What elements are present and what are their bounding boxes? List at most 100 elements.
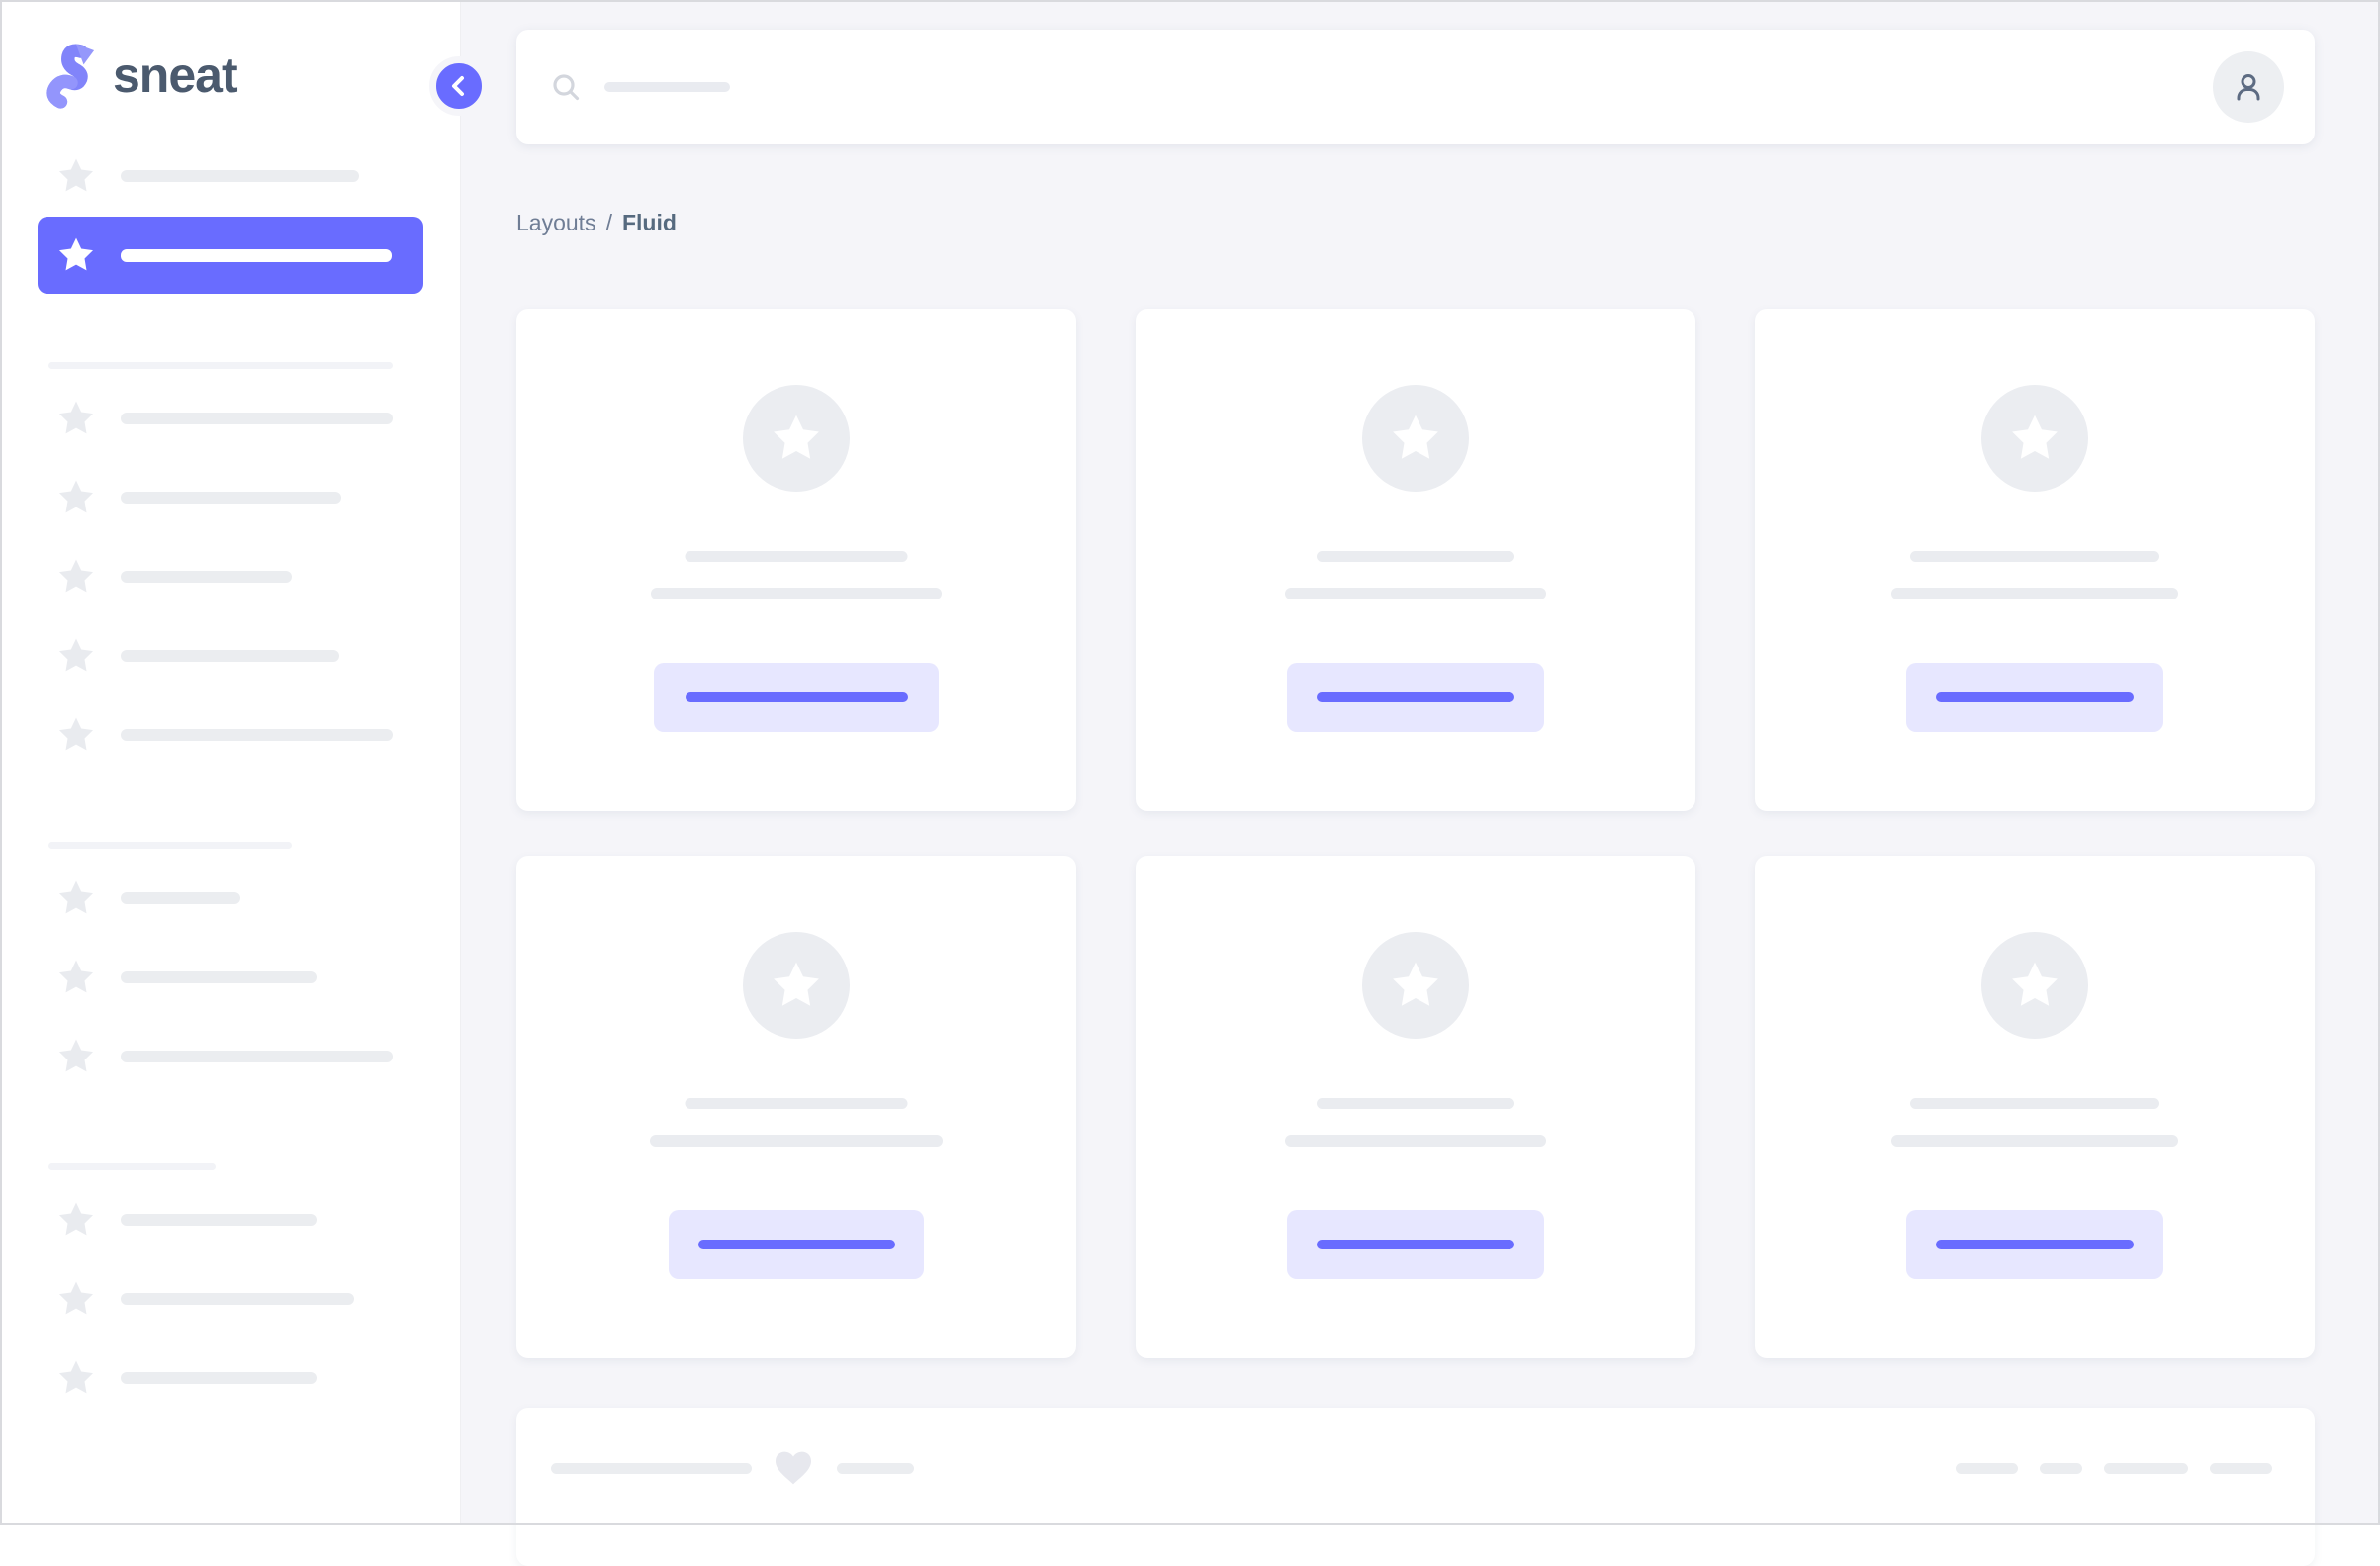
card-placeholder-line-2 [650, 1135, 943, 1147]
star-icon [59, 1039, 93, 1072]
sidebar-item-placeholder-bar [121, 1372, 317, 1384]
user-icon [2237, 74, 2260, 101]
card-button-placeholder-bar [697, 1240, 895, 1249]
breadcrumb: Layouts / Fluid [516, 208, 2315, 237]
sidebar-item[interactable] [0, 1017, 461, 1096]
card-button[interactable] [1906, 663, 2163, 732]
card-avatar [1981, 385, 2088, 492]
sidebar-section-divider [48, 362, 393, 369]
star-icon [2012, 415, 2058, 459]
sidebar-item-placeholder-bar [121, 1293, 354, 1305]
star-icon [59, 880, 93, 914]
star-icon [59, 158, 93, 192]
sidebar-item[interactable] [0, 458, 461, 537]
card-avatar [1362, 932, 1469, 1039]
card-button[interactable] [669, 1210, 924, 1279]
footer-placeholder-bar [551, 1462, 752, 1474]
star-icon [774, 962, 819, 1006]
star-icon [59, 1202, 93, 1236]
chevron-left-icon [452, 76, 464, 96]
sidebar-item-placeholder-bar [121, 492, 341, 504]
star-icon [59, 638, 93, 672]
sidebar-item-active[interactable] [38, 217, 423, 294]
user-avatar[interactable] [2213, 51, 2284, 123]
sidebar-item-placeholder-bar [121, 170, 359, 182]
card-button[interactable] [1287, 663, 1544, 732]
footer-placeholder-bar [1956, 1462, 2018, 1474]
sidebar-item[interactable] [0, 1338, 461, 1418]
card-placeholder-line-2 [651, 588, 942, 599]
footer-placeholder-bar [2040, 1462, 2082, 1474]
sidebar-item[interactable] [0, 137, 461, 216]
card-placeholder-line-1 [1317, 1098, 1514, 1109]
search-input[interactable] [604, 82, 730, 92]
placeholder-card [1755, 856, 2315, 1358]
sidebar-item-placeholder-bar [121, 892, 240, 904]
card-avatar [743, 385, 850, 492]
star-icon [1393, 962, 1438, 1006]
sidebar-item-placeholder-bar [121, 971, 317, 983]
topbar [516, 30, 2315, 144]
sidebar-item[interactable] [0, 616, 461, 695]
card-avatar [1981, 932, 2088, 1039]
card-avatar [1362, 385, 1469, 492]
placeholder-card [1136, 856, 1695, 1358]
logo-text: sneat [113, 47, 238, 103]
sidebar-item[interactable] [0, 1180, 461, 1259]
sidebar-item-placeholder-bar [121, 729, 393, 741]
sidebar: sneat [0, 0, 489, 1525]
sidebar-item-placeholder-bar [121, 1214, 317, 1226]
star-icon [59, 960, 93, 993]
sidebar-item-placeholder-bar [121, 413, 393, 424]
card-placeholder-line-1 [1910, 551, 2159, 562]
logo: sneat [46, 42, 238, 109]
sidebar-item[interactable] [0, 938, 461, 1017]
card-placeholder-line-2 [1285, 588, 1546, 599]
sidebar-item-placeholder-bar [121, 650, 339, 662]
card-button-placeholder-bar [1936, 692, 2134, 702]
sidebar-section-divider [48, 1163, 216, 1170]
main-content: Layouts / Fluid [461, 0, 2380, 1566]
heart-icon [776, 1451, 811, 1485]
cards-grid [516, 309, 2315, 1358]
placeholder-card [516, 856, 1076, 1358]
card-button[interactable] [1287, 1210, 1544, 1279]
card-placeholder-line-1 [685, 1098, 908, 1109]
sidebar-item[interactable] [0, 859, 461, 938]
sidebar-section-divider [48, 842, 292, 849]
star-icon [59, 237, 93, 271]
card-placeholder-line-2 [1891, 1135, 2178, 1147]
card-placeholder-line-1 [1317, 551, 1514, 562]
star-icon [774, 415, 819, 459]
sidebar-item-placeholder-bar [121, 571, 292, 583]
card-button[interactable] [1906, 1210, 2163, 1279]
sidebar-item[interactable] [0, 695, 461, 775]
breadcrumb-separator: / [605, 210, 612, 235]
card-placeholder-line-1 [1910, 1098, 2159, 1109]
sidebar-item[interactable] [0, 537, 461, 616]
placeholder-card [1136, 309, 1695, 811]
card-button-placeholder-bar [1317, 1240, 1514, 1249]
footer-placeholder-bar [2104, 1462, 2188, 1474]
placeholder-card [1755, 309, 2315, 811]
sidebar-item-placeholder-bar [121, 1051, 393, 1062]
card-button-placeholder-bar [1936, 1240, 2134, 1249]
sidebar-item[interactable] [0, 1259, 461, 1338]
sidebar-collapse-button[interactable] [429, 56, 489, 116]
card-button[interactable] [654, 663, 939, 732]
breadcrumb-current: Fluid [621, 210, 677, 235]
breadcrumb-section[interactable]: Layouts [516, 210, 596, 235]
star-icon [59, 1281, 93, 1315]
card-button-placeholder-bar [1317, 692, 1514, 702]
sidebar-item-placeholder-bar [121, 248, 392, 262]
card-avatar [743, 932, 850, 1039]
placeholder-card [516, 309, 1076, 811]
search-icon [553, 74, 580, 101]
footer-links-group [1956, 1462, 2272, 1474]
footer-placeholder-bar [837, 1462, 914, 1474]
sidebar-item[interactable] [0, 379, 461, 458]
star-icon [59, 559, 93, 593]
card-button-placeholder-bar [685, 692, 908, 702]
card-placeholder-line-1 [685, 551, 908, 562]
star-icon [1393, 415, 1438, 459]
